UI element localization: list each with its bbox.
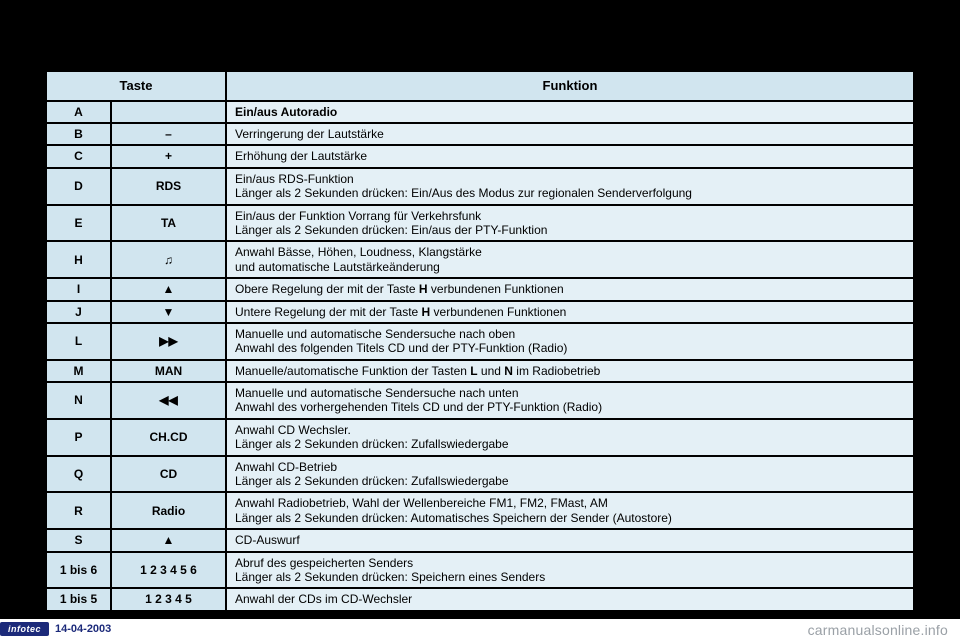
row-function: Anwahl der CDs im CD-Wechsler bbox=[226, 588, 914, 610]
row-function: Anwahl Bässe, Höhen, Loudness, Klangstär… bbox=[226, 241, 914, 278]
row-function: Anwahl CD Wechsler.Länger als 2 Sekunden… bbox=[226, 419, 914, 456]
row-function: Untere Regelung der mit der Taste H verb… bbox=[226, 301, 914, 323]
row-key: E bbox=[46, 205, 111, 242]
row-key: L bbox=[46, 323, 111, 360]
row-key: R bbox=[46, 492, 111, 529]
table-row: RRadioAnwahl Radiobetrieb, Wahl der Well… bbox=[46, 492, 914, 529]
row-label: CD bbox=[111, 456, 226, 493]
row-label: RDS bbox=[111, 168, 226, 205]
row-function: Anwahl Radiobetrieb, Wahl der Wellenbere… bbox=[226, 492, 914, 529]
row-key: 1 bis 6 bbox=[46, 552, 111, 589]
row-label: Radio bbox=[111, 492, 226, 529]
row-key: C bbox=[46, 145, 111, 167]
table-row: DRDSEin/aus RDS-FunktionLänger als 2 Sek… bbox=[46, 168, 914, 205]
row-function: CD-Auswurf bbox=[226, 529, 914, 551]
table-row: I▲Obere Regelung der mit der Taste H ver… bbox=[46, 278, 914, 300]
row-function: Verringerung der Lautstärke bbox=[226, 123, 914, 145]
row-function: Obere Regelung der mit der Taste H verbu… bbox=[226, 278, 914, 300]
table-row: A Ein/aus Autoradio bbox=[46, 101, 914, 123]
row-label: MAN bbox=[111, 360, 226, 382]
table-row: N◀◀Manuelle und automatische Sendersuche… bbox=[46, 382, 914, 419]
row-key: A bbox=[46, 101, 111, 123]
row-key: D bbox=[46, 168, 111, 205]
row-function: Manuelle/automatische Funktion der Taste… bbox=[226, 360, 914, 382]
row-key: B bbox=[46, 123, 111, 145]
row-label: 1 2 3 4 5 bbox=[111, 588, 226, 610]
row-label: 1 2 3 4 5 6 bbox=[111, 552, 226, 589]
table-row: QCDAnwahl CD-BetriebLänger als 2 Sekunde… bbox=[46, 456, 914, 493]
row-key: P bbox=[46, 419, 111, 456]
row-key: J bbox=[46, 301, 111, 323]
table-row: H♫Anwahl Bässe, Höhen, Loudness, Klangst… bbox=[46, 241, 914, 278]
table-body: AEin/aus AutoradioB–Verringerung der Lau… bbox=[46, 101, 914, 611]
footer-bar: infotec 14-04-2003 bbox=[0, 619, 111, 639]
table-row: L▶▶Manuelle und automatische Sendersuche… bbox=[46, 323, 914, 360]
watermark: carmanualsonline.info bbox=[808, 622, 948, 638]
row-label bbox=[111, 101, 226, 123]
row-label: ▶▶ bbox=[111, 323, 226, 360]
row-key: M bbox=[46, 360, 111, 382]
table-row: PCH.CDAnwahl CD Wechsler.Länger als 2 Se… bbox=[46, 419, 914, 456]
row-label: ◀◀ bbox=[111, 382, 226, 419]
row-function: Abruf des gespeicherten SendersLänger al… bbox=[226, 552, 914, 589]
row-function: Anwahl CD-BetriebLänger als 2 Sekunden d… bbox=[226, 456, 914, 493]
row-label: TA bbox=[111, 205, 226, 242]
row-label: – bbox=[111, 123, 226, 145]
row-label: ▲ bbox=[111, 529, 226, 551]
row-key: H bbox=[46, 241, 111, 278]
header-taste: Taste bbox=[46, 71, 226, 101]
page: Taste Funktion AEin/aus AutoradioB–Verri… bbox=[0, 0, 960, 639]
header-funktion: Funktion bbox=[226, 71, 914, 101]
functions-table: Taste Funktion AEin/aus AutoradioB–Verri… bbox=[45, 70, 915, 612]
row-label: ▲ bbox=[111, 278, 226, 300]
row-key: Q bbox=[46, 456, 111, 493]
row-key: 1 bis 5 bbox=[46, 588, 111, 610]
row-function: Manuelle und automatische Sendersuche na… bbox=[226, 323, 914, 360]
table-row: S▲CD-Auswurf bbox=[46, 529, 914, 551]
brand-badge: infotec bbox=[0, 622, 49, 636]
table-row: B–Verringerung der Lautstärke bbox=[46, 123, 914, 145]
row-key: S bbox=[46, 529, 111, 551]
table-row: MMANManuelle/automatische Funktion der T… bbox=[46, 360, 914, 382]
table-row: 1 bis 61 2 3 4 5 6Abruf des gespeicherte… bbox=[46, 552, 914, 589]
row-function: Manuelle und automatische Sendersuche na… bbox=[226, 382, 914, 419]
row-function: Erhöhung der Lautstärke bbox=[226, 145, 914, 167]
row-function: Ein/aus RDS-FunktionLänger als 2 Sekunde… bbox=[226, 168, 914, 205]
table-row: C+Erhöhung der Lautstärke bbox=[46, 145, 914, 167]
row-label: CH.CD bbox=[111, 419, 226, 456]
table-row: J▼Untere Regelung der mit der Taste H ve… bbox=[46, 301, 914, 323]
table-header-row: Taste Funktion bbox=[46, 71, 914, 101]
row-label: + bbox=[111, 145, 226, 167]
table-row: 1 bis 51 2 3 4 5Anwahl der CDs im CD-Wec… bbox=[46, 588, 914, 610]
row-function: Ein/aus Autoradio bbox=[226, 101, 914, 123]
row-key: I bbox=[46, 278, 111, 300]
row-key: N bbox=[46, 382, 111, 419]
footer-strip: infotec 14-04-2003 carmanualsonline.info bbox=[0, 619, 960, 639]
table-row: ETAEin/aus der Funktion Vorrang für Verk… bbox=[46, 205, 914, 242]
row-label: ♫ bbox=[111, 241, 226, 278]
row-function: Ein/aus der Funktion Vorrang für Verkehr… bbox=[226, 205, 914, 242]
row-label: ▼ bbox=[111, 301, 226, 323]
footer-date: 14-04-2003 bbox=[49, 623, 111, 635]
